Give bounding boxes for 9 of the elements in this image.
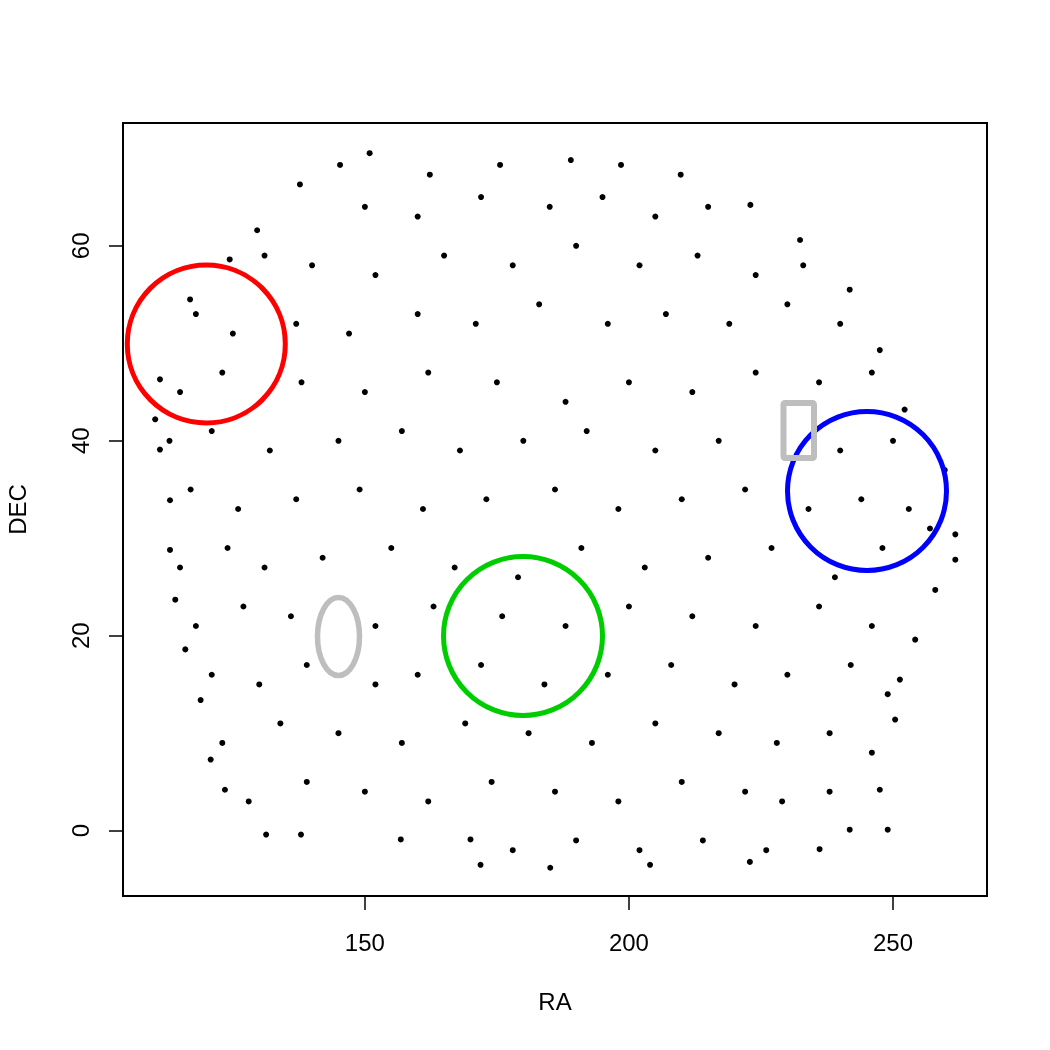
y-tick-label: 60 [66,232,94,260]
x-tick-label: 150 [344,928,385,956]
y-tick-label: 40 [66,427,94,455]
y-tick-label: 0 [66,824,94,838]
y-tick-label: 20 [66,622,94,650]
x-tick-label: 250 [872,928,914,956]
x-axis-title: RA [538,987,572,1015]
y-axis-title: DEC [3,484,31,535]
x-tick-label: 200 [608,928,649,956]
